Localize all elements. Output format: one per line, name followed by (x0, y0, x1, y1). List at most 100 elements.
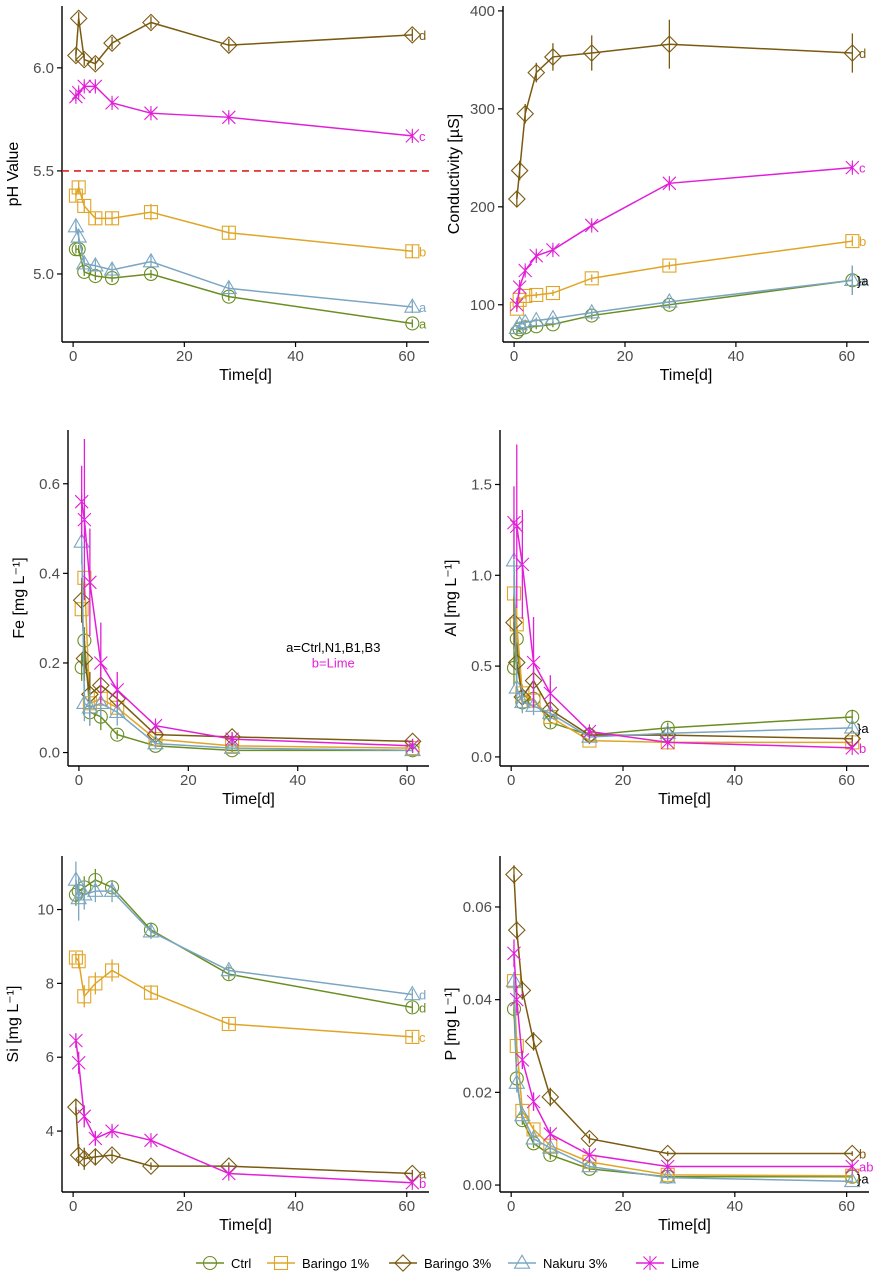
si-point-baringo-3 (103, 1146, 121, 1164)
al-series-lime: b (507, 444, 866, 756)
conductivity-point-lime (512, 279, 527, 295)
al-point-lime (526, 655, 541, 670)
p-series-baringo-3: b (505, 865, 866, 1163)
fe-point-nakuru-3 (147, 734, 164, 750)
p-point-baringo-3 (524, 1032, 543, 1051)
fe-x-tick-label: 40 (289, 772, 306, 789)
p-point-lime (507, 946, 521, 961)
fe-x-tick-label: 20 (180, 772, 197, 789)
conductivity-point-baringo-1 (584, 271, 599, 286)
conductivity-series-ctrl: a (509, 265, 867, 340)
p-point-lime (660, 1159, 675, 1174)
fe-point-ctrl (110, 727, 125, 742)
conductivity-line-nakuru-3 (516, 279, 853, 329)
legend-item-baringo-3: Baringo 3% (389, 1254, 492, 1272)
conductivity-sig-label-baringo-1: b (859, 234, 866, 249)
p-point-baringo-3 (507, 921, 526, 940)
conductivity-point-baringo-1 (845, 234, 860, 249)
conductivity-line-lime (516, 166, 853, 305)
conductivity-point-lime (518, 263, 533, 278)
p-point-nakuru-3 (581, 1157, 598, 1173)
ph-point-baringo-1 (405, 244, 420, 259)
fe-series-nakuru-3 (73, 519, 422, 757)
si-point-nakuru-3 (103, 882, 121, 897)
p-point-nakuru-3 (525, 1129, 542, 1145)
fe-point-nakuru-3 (73, 533, 91, 548)
ph-series-baringo-3: d (66, 9, 426, 73)
conductivity-point-baringo-3 (507, 190, 526, 208)
conductivity-point-lime (662, 176, 677, 191)
si-point-lime (144, 1133, 158, 1148)
al-point-lime (582, 724, 597, 739)
p-point-baringo-3 (541, 1088, 560, 1106)
al-group-label: }a (857, 721, 869, 736)
fe-point-lime (74, 494, 89, 509)
si-y-label: Si [mg L⁻¹] (5, 986, 22, 1063)
p-x-tick-label: 60 (838, 1198, 855, 1215)
al-y-tick-label: 1.5 (471, 476, 492, 493)
al-point-nakuru-3 (843, 718, 861, 734)
fe-chart: 0 20 40 60 0.0 0.2 0.4 0.6 Time[d] Fe [mg L⁻¹] a=C… (11, 430, 429, 808)
p-point-nakuru-3 (513, 1106, 531, 1122)
fe-series-lime (74, 438, 420, 753)
conductivity-x-tick-label: 60 (838, 348, 855, 365)
si-point-baringo-1 (77, 989, 92, 1004)
fe-point-lime (148, 718, 163, 733)
conductivity-point-nakuru-3 (527, 311, 545, 327)
p-x-tick-label: 0 (507, 1198, 515, 1215)
si-x-label: Time[d] (219, 1217, 272, 1234)
si-line-lime (75, 1040, 413, 1184)
ph-sig-label-baringo-3: d (419, 28, 426, 43)
fe-point-lime (77, 512, 92, 527)
ph-point-baringo-1 (77, 198, 92, 214)
conductivity-x-tick-label: 40 (728, 348, 745, 365)
ph-line-baringo-1 (75, 184, 413, 253)
p-point-lime (543, 1126, 558, 1142)
ph-point-baringo-3 (403, 25, 422, 44)
p-point-baringo-1 (509, 1038, 524, 1054)
conductivity-point-nakuru-3 (843, 271, 861, 287)
p-line-baringo-3 (513, 874, 853, 1155)
ph-point-baringo-3 (103, 34, 121, 53)
fe-series-baringo-3 (72, 577, 422, 751)
ph-point-baringo-1 (221, 225, 236, 240)
conductivity-x-tick-label: 20 (617, 348, 634, 365)
si-series-baringo-3: a (66, 1098, 427, 1183)
ph-point-baringo-3 (219, 36, 238, 55)
ph-point-ctrl (405, 316, 420, 331)
ph-point-lime (69, 89, 83, 104)
conductivity-point-baringo-1 (662, 258, 677, 273)
conductivity-series-baringo-1: b (509, 234, 866, 316)
p-point-lime (515, 1052, 530, 1068)
conductivity-point-lime (584, 218, 599, 233)
fe-x-tick-label: 60 (399, 772, 416, 789)
ph-point-baringo-1 (88, 211, 103, 226)
si-point-baringo-1 (221, 1016, 236, 1032)
p-group-label: }a (857, 1172, 869, 1187)
p-point-lime (526, 1094, 541, 1109)
ph-point-lime (105, 95, 119, 111)
p-series-lime: ab (507, 939, 873, 1175)
ph-point-nakuru-3 (67, 217, 85, 233)
p-sig-label-lime: ab (859, 1160, 873, 1175)
al-chart: 0 20 40 60 0.0 0.5 1.0 1.5 Time[d] Al [mg L⁻¹] b}a (443, 430, 869, 808)
fe-point-lime (225, 731, 239, 747)
fe-point-lime (82, 575, 97, 590)
p-point-nakuru-3 (541, 1139, 559, 1154)
conductivity-point-baringo-1 (529, 287, 544, 303)
ph-x-tick-label: 40 (287, 348, 304, 365)
ph-x-label: Time[d] (219, 367, 272, 384)
al-x-tick-label: 40 (726, 772, 743, 789)
ph-x-tick-label: 20 (176, 348, 193, 365)
conductivity-x-label: Time[d] (660, 367, 713, 384)
fe-line-baringo-1 (80, 577, 413, 749)
ph-line-ctrl (75, 248, 413, 325)
si-line-baringo-3 (75, 1107, 413, 1175)
legend-item-baringo-1: Baringo 1% (267, 1255, 370, 1271)
legend-marker-lime (643, 1255, 657, 1271)
al-x-tick-label: 0 (507, 772, 515, 789)
p-y-tick-label: 0.04 (463, 992, 492, 1009)
conductivity-point-nakuru-3 (516, 313, 534, 329)
fe-y-tick-label: 0.0 (39, 745, 60, 762)
al-point-ctrl (845, 709, 860, 725)
